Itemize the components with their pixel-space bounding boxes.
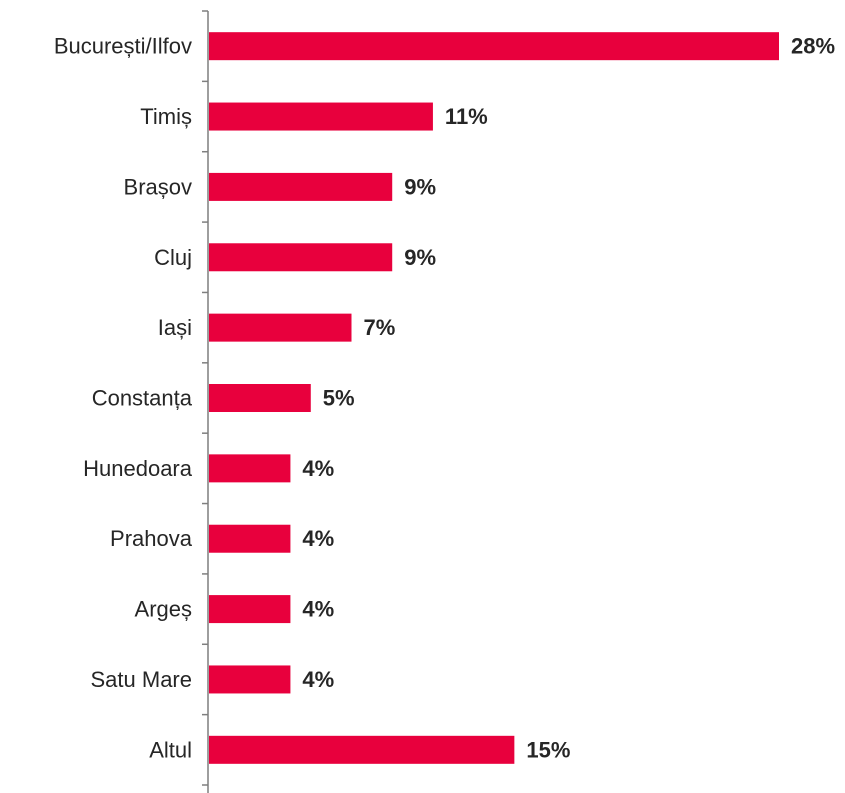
bar — [209, 384, 311, 412]
bar — [209, 313, 352, 342]
category-label: Constanța — [92, 386, 193, 411]
value-label: 5% — [323, 386, 355, 411]
value-label: 9% — [404, 174, 436, 199]
bar — [209, 524, 291, 553]
category-label: Satu Mare — [91, 667, 193, 692]
category-label: Timiș — [140, 104, 192, 129]
value-label: 4% — [302, 526, 334, 551]
bars — [209, 32, 779, 764]
value-label: 7% — [364, 315, 396, 340]
value-label: 15% — [526, 737, 570, 762]
category-label: Hunedoara — [83, 456, 193, 481]
category-label: Iași — [158, 315, 192, 340]
value-label: 11% — [445, 104, 488, 129]
category-label: Altul — [149, 737, 192, 762]
value-label: 28% — [791, 34, 835, 59]
bar — [209, 243, 393, 272]
bar — [209, 454, 291, 483]
category-label: Brașov — [124, 174, 192, 199]
value-label: 4% — [302, 667, 334, 692]
value-label: 4% — [302, 597, 334, 622]
category-label: Argeș — [135, 597, 192, 622]
category-label: București/Ilfov — [54, 34, 192, 59]
bar — [209, 595, 291, 624]
bar — [209, 32, 779, 61]
bar — [209, 735, 515, 764]
category-axis — [202, 10, 209, 793]
value-label: 9% — [404, 245, 436, 270]
category-label: Cluj — [154, 245, 192, 270]
category-labels: București/Ilfov Timiș Brașov Cluj Iași Consta… — [54, 34, 193, 763]
value-label: 4% — [302, 456, 334, 481]
category-label: Prahova — [110, 526, 193, 551]
bar — [209, 172, 393, 201]
bar — [209, 102, 433, 131]
value-labels: 28% 11% 9% 9% 7% 5% 4% 4% 4% 4% 15% — [302, 34, 835, 763]
bar — [209, 665, 291, 694]
